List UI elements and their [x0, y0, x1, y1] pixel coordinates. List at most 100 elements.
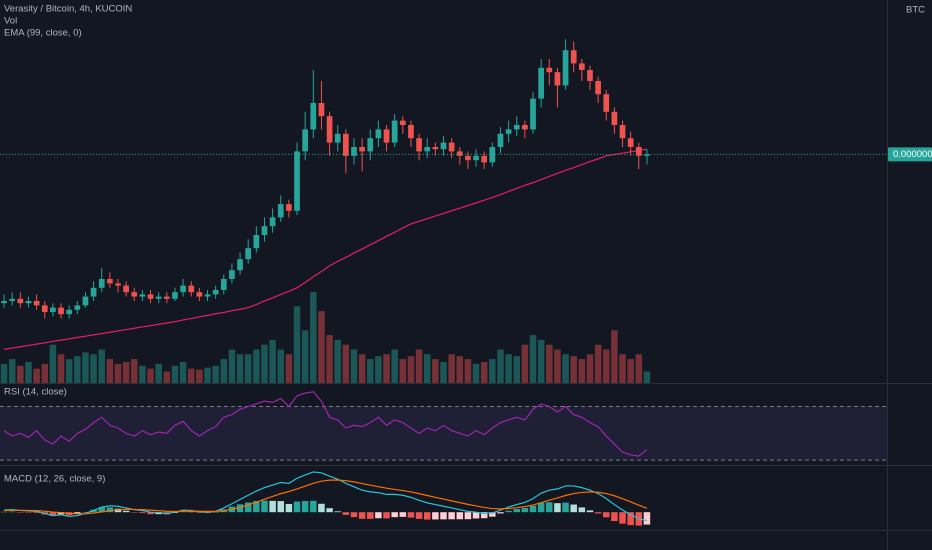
candle-body [220, 278, 227, 290]
last-price-label: 0.0000006333 [893, 149, 932, 160]
macd-histogram-bar [505, 510, 512, 513]
macd-histogram-bar [17, 512, 24, 513]
macd-histogram-bar [464, 512, 472, 520]
volume-bar [432, 359, 439, 383]
ema-line [3, 148, 648, 350]
signal-line [4, 479, 648, 515]
candle-body [41, 305, 48, 312]
macd-histogram-bar [106, 507, 114, 513]
macd-histogram-bar [196, 512, 203, 513]
macd-histogram-bar [8, 511, 16, 513]
volume-bar [318, 311, 325, 383]
volume-bar [204, 367, 211, 383]
macd-histogram-bar [513, 509, 520, 513]
macd-histogram-bar [578, 507, 586, 513]
volume-bar [537, 339, 545, 383]
volume-bar [187, 368, 195, 383]
candle-body [180, 285, 186, 293]
macd-histogram-bar [432, 512, 439, 520]
candle-body [570, 50, 577, 64]
volume-bar [497, 349, 504, 383]
volume-bar [41, 363, 49, 383]
macd-histogram-bar [49, 512, 57, 516]
volume-bar [179, 361, 187, 383]
candle-body [82, 296, 89, 306]
candle-body [562, 50, 569, 86]
volume-bar [423, 354, 431, 383]
macd-histogram-bar [187, 511, 195, 513]
macd-histogram-bar [423, 512, 431, 520]
candle-body [196, 292, 203, 297]
candle-body [432, 146, 439, 150]
volume-bar [472, 363, 480, 383]
macd-histogram-bar [285, 503, 293, 513]
macd-histogram-bar [456, 512, 464, 520]
candle-body [74, 305, 81, 310]
candle-body [123, 285, 129, 293]
marks [0, 39, 887, 526]
volume-bar [277, 349, 285, 383]
candle-body [375, 129, 382, 139]
candle-body [9, 298, 16, 301]
candle-body [17, 298, 24, 304]
macd-histogram-bar [326, 508, 333, 513]
volume-bar [253, 349, 260, 383]
candle-body [58, 307, 64, 315]
macd-histogram-bar [643, 512, 651, 525]
candle-body [343, 133, 349, 156]
volume-bar [456, 356, 464, 383]
macd-histogram-bar [602, 512, 610, 518]
volume-bar [74, 356, 81, 383]
candle-body [294, 151, 300, 211]
volume-bar [570, 356, 577, 383]
volume-bar [220, 359, 228, 383]
candle-body [554, 72, 561, 86]
macd-histogram-bar [33, 512, 40, 513]
macd-histogram-bar [554, 503, 561, 513]
volume-bar [635, 354, 643, 383]
volume-bar [139, 365, 146, 383]
macd-histogram-bar [537, 502, 545, 513]
macd-histogram-bar [342, 512, 350, 515]
candle-body [310, 102, 317, 130]
macd-histogram-bar [521, 508, 529, 513]
candle-body [286, 204, 292, 211]
volume-bar [529, 335, 537, 383]
volume-bar [269, 339, 276, 383]
candle-body [212, 289, 219, 295]
macd-histogram-bar [131, 512, 138, 513]
volume-bar [602, 349, 610, 383]
macd-histogram-bar [334, 511, 341, 513]
volume-bar [228, 349, 236, 383]
volume-bar [334, 339, 341, 383]
macd-histogram-bar [440, 512, 447, 520]
macd-histogram-bar [529, 505, 537, 513]
macd-histogram-bar [546, 502, 553, 513]
volume-bar [586, 354, 594, 383]
macd-histogram-bar [627, 512, 634, 526]
volume-bar [489, 359, 496, 383]
macd-histogram-bar [318, 503, 325, 513]
volume-bar [521, 344, 529, 383]
macd-histogram-bar [480, 512, 488, 519]
candle-body [318, 102, 325, 117]
volume-bar [627, 359, 634, 383]
volume-bar [407, 356, 415, 383]
candle-body [269, 217, 276, 227]
candle-body [546, 67, 553, 73]
macd-histogram-bar [391, 512, 398, 518]
candle-body [603, 94, 610, 112]
volume-bar [49, 344, 57, 383]
candle-body [522, 124, 528, 130]
candle-body [497, 133, 504, 147]
candle-body [587, 70, 593, 81]
rsi-line [3, 391, 648, 457]
macd-histogram-bar [594, 512, 602, 514]
candle-body [326, 116, 333, 143]
volume-bar [480, 361, 488, 383]
volume-bar [310, 292, 317, 383]
macd-histogram-bar [407, 512, 415, 518]
candle-body [530, 98, 536, 130]
macd-histogram-bar [139, 512, 146, 514]
volume-bar [619, 354, 626, 383]
